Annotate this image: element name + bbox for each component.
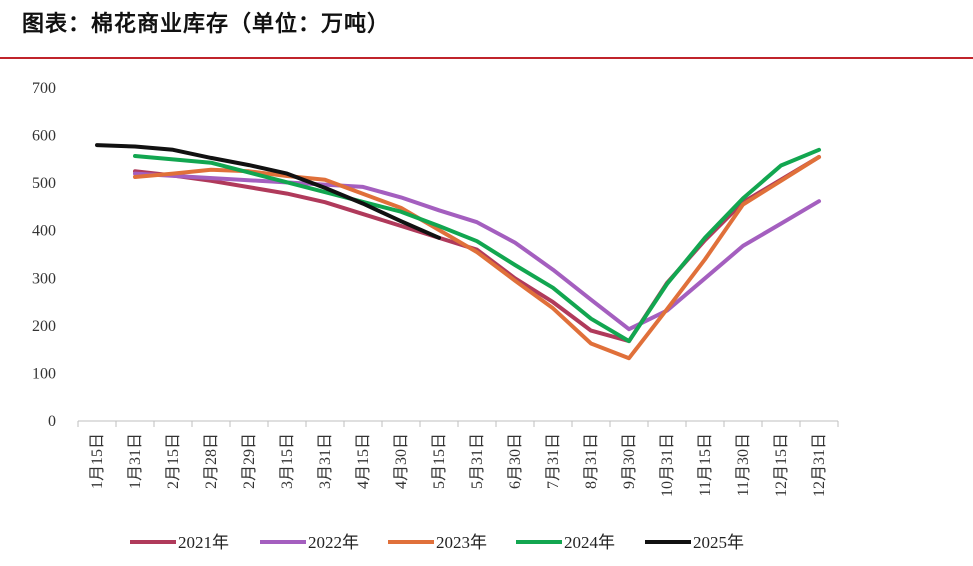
x-tick-label: 4月15日 xyxy=(355,433,372,489)
x-tick-label: 11月30日 xyxy=(735,433,752,496)
x-tick-label: 2月29日 xyxy=(241,433,258,489)
x-tick-label: 3月31日 xyxy=(317,433,334,489)
title-divider xyxy=(0,57,973,59)
legend-label: 2025年 xyxy=(693,533,744,552)
x-tick-label: 7月31日 xyxy=(545,433,562,489)
x-tick-label: 1月31日 xyxy=(127,433,144,489)
y-tick-label: 400 xyxy=(32,223,56,240)
series-line-2025年 xyxy=(95,143,441,240)
page-title: 图表：棉花商业库存（单位：万吨） xyxy=(22,11,391,37)
series-line-2021年 xyxy=(133,155,821,344)
x-tick-label: 6月30日 xyxy=(507,433,524,489)
x-tick-label: 8月31日 xyxy=(583,433,600,489)
x-tick-label: 3月15日 xyxy=(279,433,296,489)
y-tick-label: 700 xyxy=(32,80,56,97)
x-tick-label: 10月31日 xyxy=(659,433,676,497)
x-tick-label: 2月15日 xyxy=(165,433,182,489)
x-tick-label: 11月15日 xyxy=(697,433,714,496)
y-tick-label: 500 xyxy=(32,175,56,192)
x-tick-label: 5月15日 xyxy=(431,433,448,489)
legend-label: 2024年 xyxy=(564,533,615,552)
x-tick-label: 2月28日 xyxy=(203,433,220,489)
x-tick-label: 12月15日 xyxy=(773,433,790,497)
y-tick-label: 200 xyxy=(32,318,56,335)
y-tick-label: 600 xyxy=(32,128,56,145)
x-tick-label: 9月30日 xyxy=(621,433,638,489)
y-tick-label: 0 xyxy=(48,413,56,430)
x-tick-label: 12月31日 xyxy=(811,433,828,497)
x-tick-label: 5月31日 xyxy=(469,433,486,489)
legend-label: 2021年 xyxy=(178,533,229,552)
x-tick-label: 1月15日 xyxy=(89,433,106,489)
legend-label: 2022年 xyxy=(308,533,359,552)
legend-label: 2023年 xyxy=(436,533,487,552)
y-tick-label: 300 xyxy=(32,270,56,287)
series-line-2024年 xyxy=(133,147,821,344)
x-tick-label: 4月30日 xyxy=(393,433,410,489)
y-tick-label: 100 xyxy=(32,365,56,382)
series-line-2022年 xyxy=(133,171,821,332)
